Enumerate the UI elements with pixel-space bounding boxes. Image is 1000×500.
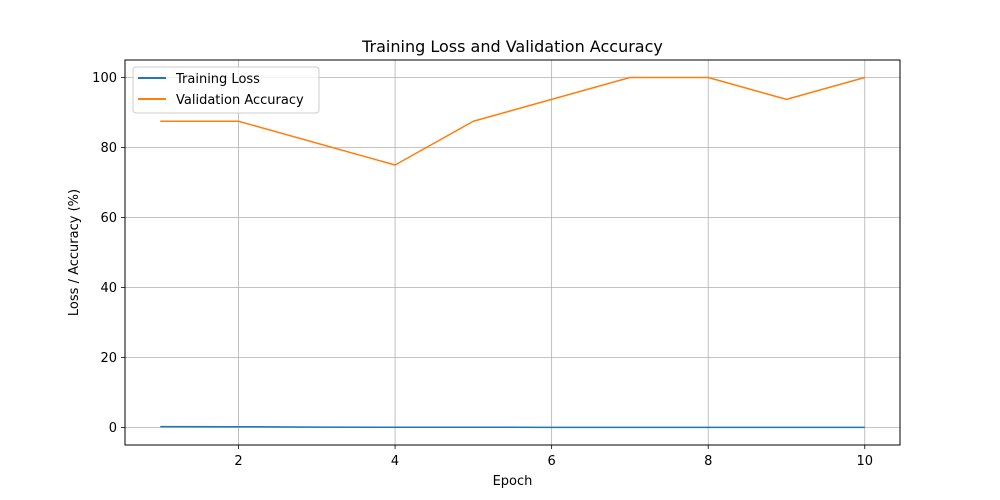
training-loss-line bbox=[160, 425, 865, 429]
y-tick-label: 40 bbox=[100, 281, 117, 296]
y-tick-label: 20 bbox=[100, 351, 117, 366]
validation-accuracy-line bbox=[160, 76, 865, 166]
legend-label-training-loss: Training Loss bbox=[175, 72, 260, 87]
x-tick-label: 6 bbox=[548, 454, 556, 469]
x-tick-label: 10 bbox=[856, 454, 873, 469]
y-tick-label: 60 bbox=[100, 211, 117, 226]
y-axis-label: Loss / Accuracy (%) bbox=[67, 189, 82, 316]
series-layer bbox=[160, 76, 865, 429]
y-tick-label: 80 bbox=[100, 141, 117, 156]
legend: Training Loss Validation Accuracy bbox=[132, 66, 320, 114]
chart-title: Training Loss and Validation Accuracy bbox=[361, 37, 663, 56]
plot-frame bbox=[124, 59, 901, 446]
grid bbox=[125, 60, 900, 445]
legend-box bbox=[132, 66, 320, 114]
y-tick-label: 100 bbox=[92, 71, 117, 86]
x-tick-label: 8 bbox=[704, 454, 712, 469]
x-tick-label: 2 bbox=[234, 454, 242, 469]
x-axis-label: Epoch bbox=[493, 474, 533, 489]
y-tick-label: 0 bbox=[109, 421, 117, 436]
x-tick-label: 4 bbox=[391, 454, 399, 469]
legend-label-validation-accuracy: Validation Accuracy bbox=[176, 93, 304, 108]
